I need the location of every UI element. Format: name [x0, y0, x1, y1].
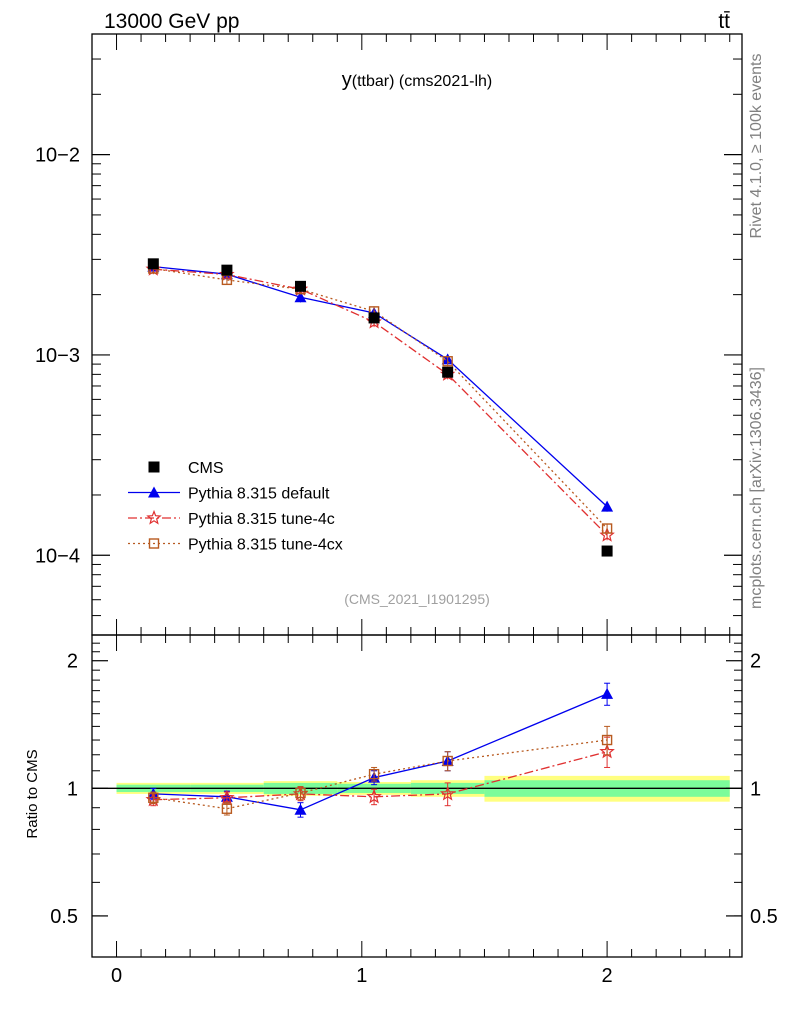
- ratio-y-tick-label: 0.5: [50, 906, 78, 928]
- legend-marker: [148, 486, 160, 498]
- ratio-line-pythia-8-315-default: [153, 693, 608, 811]
- analysis-watermark: (CMS_2021_I1901295): [344, 591, 490, 607]
- legend-marker: [148, 538, 160, 549]
- main-y-tick-label: 10−4: [35, 545, 80, 567]
- legend-marker: [146, 509, 162, 525]
- main-point-pythia-8-315-tune-4cx: [601, 523, 613, 534]
- header-energy-label: 13000 GeV pp: [104, 10, 239, 33]
- main-panel: 10−2 10−3 10−4: [35, 33, 743, 636]
- main-point-cms: [601, 545, 613, 557]
- main-y-tick-label: 10−2: [35, 145, 80, 167]
- main-point-cms: [147, 258, 159, 270]
- main-point-cms: [368, 312, 380, 324]
- legend-label: Pythia 8.315 tune-4c: [188, 511, 335, 528]
- plot-title-sub: (ttbar) (cms2021-lh): [352, 73, 492, 90]
- main-series: [145, 258, 615, 557]
- main-point-cms: [221, 264, 233, 276]
- ratio-axes-ticks: 0 1 2 2 2 1 1 0.5 0.5: [50, 635, 778, 987]
- ratio-point-pythia-8-315-tune-4cx: [295, 787, 306, 799]
- ratio-point-pythia-8-315-tune-4cx: [221, 803, 233, 814]
- main-y-tick-label: 10−3: [35, 345, 80, 367]
- legend-label: Pythia 8.315 tune-4cx: [188, 537, 343, 554]
- ratio-point-pythia-8-315-default: [294, 803, 307, 815]
- plot-title-main: y: [342, 69, 352, 91]
- legend-label: Pythia 8.315 default: [188, 486, 330, 503]
- ratio-uncertainty-band: [92, 775, 742, 802]
- ratio-point-pythia-8-315-tune-4cx: [368, 768, 380, 780]
- side-label-rivet: Rivet 4.1.0, ≥ 100k events: [748, 54, 765, 239]
- main-line-pythia-8-315-tune-4c: [153, 268, 608, 536]
- main-point-cms: [294, 280, 306, 292]
- ratio-y-tick-label-right: 1: [750, 778, 761, 800]
- ratio-point-pythia-8-315-tune-4cx: [601, 734, 613, 746]
- header-process-label: tt̄: [718, 10, 730, 33]
- ratio-series: [145, 682, 615, 818]
- main-point-cms: [442, 366, 454, 378]
- main-axes-ticks: 10−2 10−3 10−4: [35, 33, 742, 636]
- side-label-mcplots: mcplots.cern.ch [arXiv:1306.3436]: [748, 367, 765, 609]
- main-point-pythia-8-315-tune-4cx: [442, 356, 453, 367]
- plot-title: y(ttbar) (cms2021-lh): [342, 69, 492, 91]
- x-tick-label: 2: [602, 965, 613, 987]
- ratio-y-tick-label-right: 0.5: [750, 906, 778, 928]
- legend-label: CMS: [188, 460, 224, 477]
- ratio-point-pythia-8-315-tune-4cx: [442, 755, 453, 767]
- ratio-frame: [91, 634, 743, 958]
- x-tick-label: 0: [111, 965, 122, 987]
- ratio-y-tick-label: 1: [67, 778, 78, 800]
- ratio-point-pythia-8-315-default: [601, 687, 614, 699]
- ratio-y-axis-label: Ratio to CMS: [24, 749, 41, 838]
- main-point-pythia-8-315-default: [294, 291, 307, 303]
- legend: CMS Pythia 8.315 default Pythia 8.315 tune…: [128, 460, 343, 554]
- ratio-point-pythia-8-315-tune-4c: [219, 789, 235, 805]
- main-point-pythia-8-315-default: [601, 500, 614, 512]
- ratio-y-tick-label: 2: [67, 651, 78, 673]
- ratio-point-pythia-8-315-tune-4cx: [148, 792, 159, 803]
- ratio-point-pythia-8-315-tune-4c: [366, 788, 382, 804]
- ratio-panel: 0 1 2 2 2 1 1 0.5 0.5: [50, 634, 778, 987]
- ratio-point-pythia-8-315-tune-4c: [439, 785, 456, 801]
- x-tick-label: 1: [356, 965, 367, 987]
- ratio-y-tick-label-right: 2: [750, 651, 761, 673]
- legend-marker: [148, 461, 160, 473]
